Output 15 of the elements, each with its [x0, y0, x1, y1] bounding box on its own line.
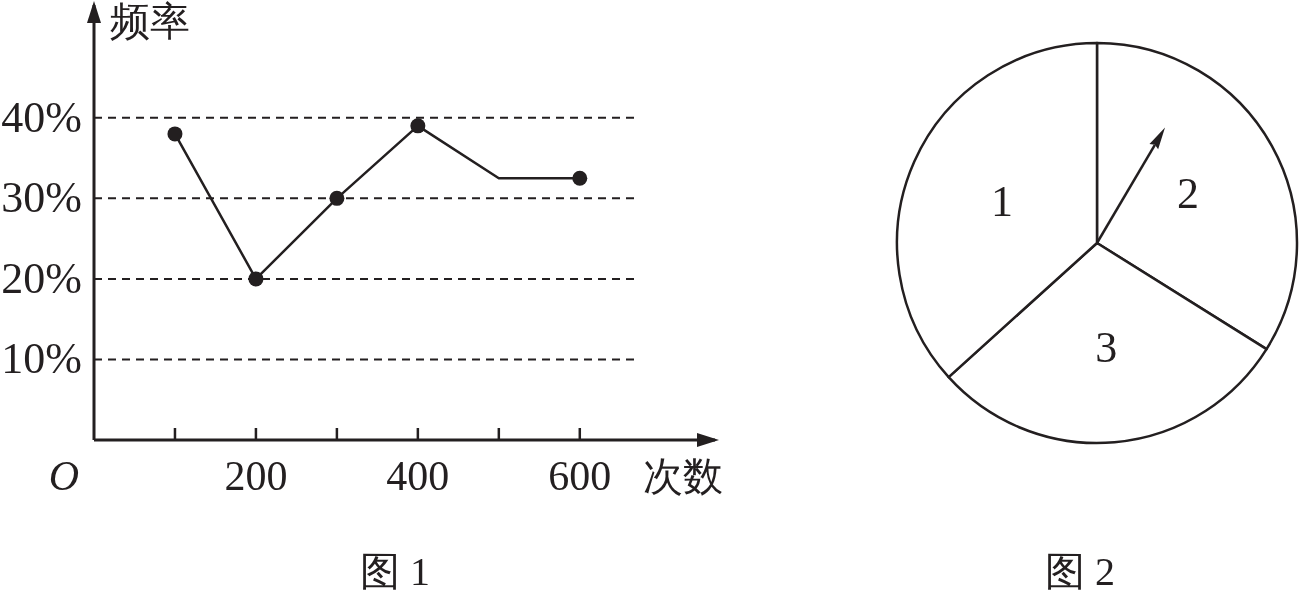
x-tick-label: 400 — [386, 453, 450, 499]
slice-label: 1 — [990, 176, 1013, 226]
slice-label: 3 — [1095, 322, 1118, 372]
x-axis-title: 次数 — [643, 454, 723, 499]
y-tick-label: 10% — [1, 334, 82, 384]
y-tick-label: 20% — [1, 253, 82, 303]
text: 图 1 — [360, 549, 430, 594]
y-tick-label: 40% — [1, 92, 82, 142]
text: 图 2 — [1045, 549, 1115, 594]
x-tick-label: 600 — [548, 453, 612, 499]
y-axis-title: 频率 — [110, 0, 190, 44]
x-tick-label: O — [48, 453, 80, 499]
y-tick-label: 30% — [1, 173, 82, 223]
x-tick-label: 200 — [224, 453, 288, 499]
legend-label: 2 — [1176, 168, 1199, 218]
